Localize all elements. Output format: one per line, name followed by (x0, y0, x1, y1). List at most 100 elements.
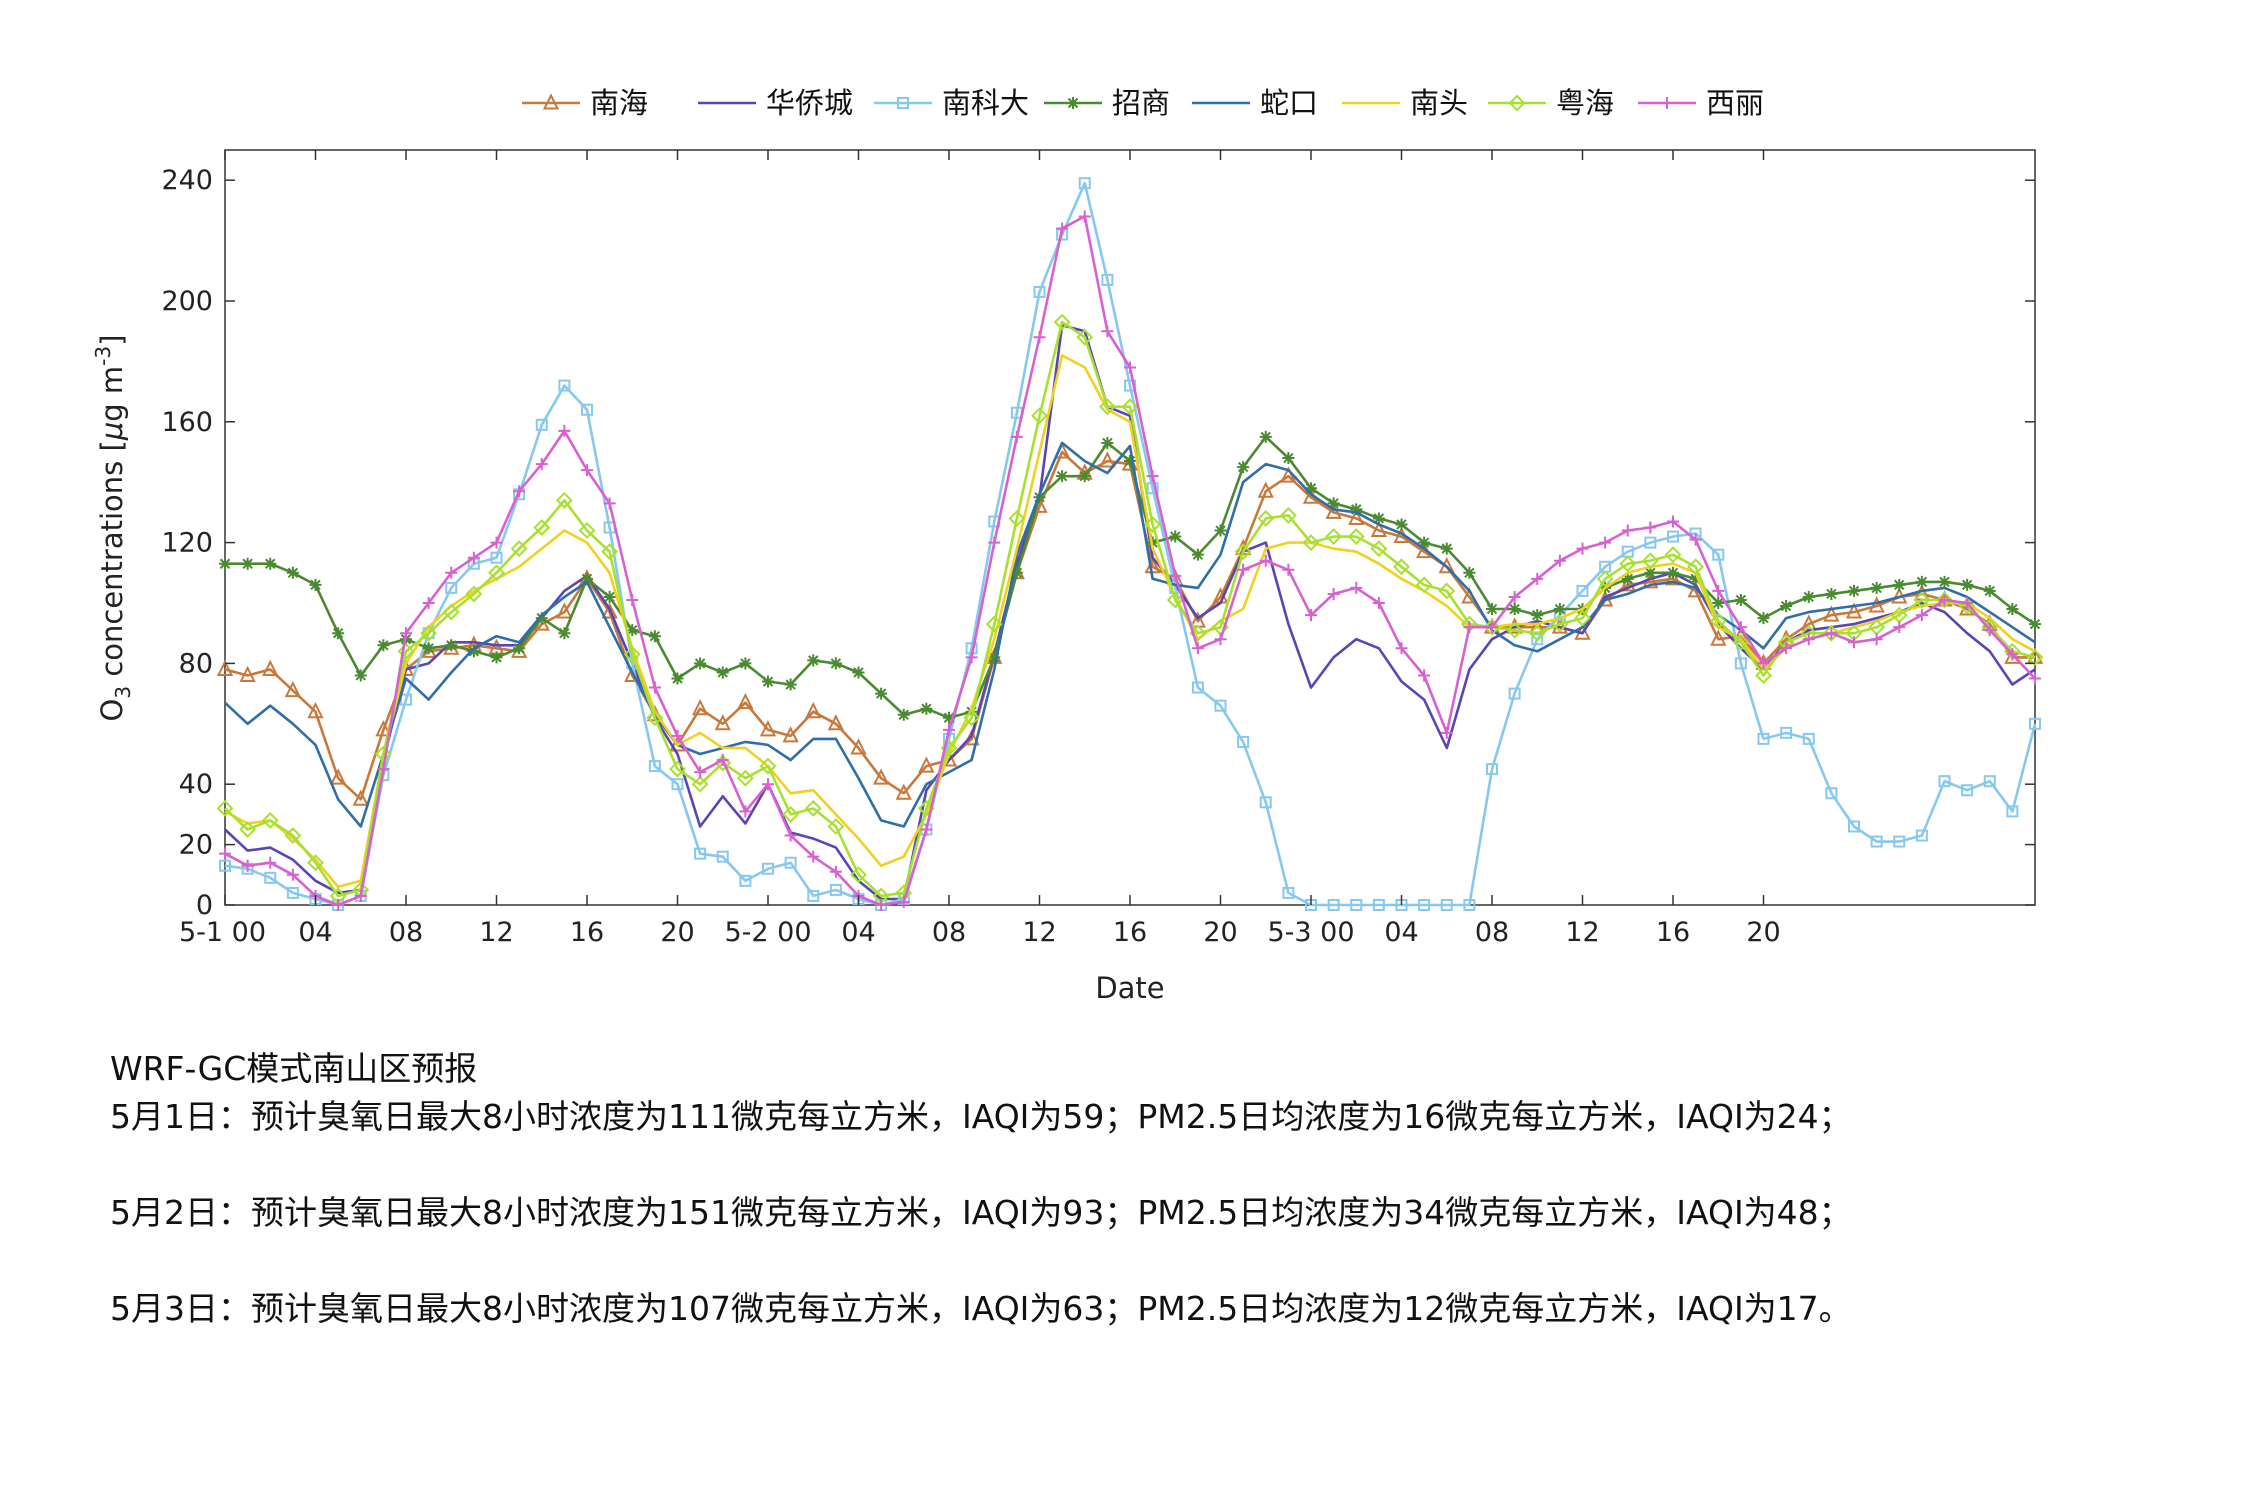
data-point (467, 645, 480, 658)
data-point (1802, 732, 1815, 745)
data-point (239, 665, 256, 682)
data-point (1712, 584, 1725, 597)
data-point (1913, 591, 1931, 609)
data-point (759, 720, 777, 737)
data-point (1687, 558, 1705, 576)
data-point (1915, 829, 1928, 842)
data-point (1734, 593, 1747, 606)
data-point (1689, 533, 1702, 546)
x-tick-label: 16 (1113, 917, 1147, 948)
x-tick-label: 20 (1746, 917, 1780, 948)
data-point (988, 651, 1001, 664)
data-point (354, 669, 367, 682)
data-point (1257, 510, 1275, 527)
data-point (1259, 796, 1272, 809)
data-point (1214, 524, 1227, 537)
data-point (1667, 515, 1679, 528)
data-point (804, 799, 822, 817)
forecast-title: WRF-GC模式南山区预报 (110, 1049, 478, 1088)
data-point (264, 871, 277, 884)
x-tick-label: 04 (841, 917, 875, 948)
data-point (692, 698, 709, 716)
data-point (261, 812, 279, 829)
data-point (805, 701, 822, 719)
data-point (1350, 581, 1363, 594)
data-point (1076, 328, 1094, 346)
data-point (1506, 621, 1524, 639)
y-tick-label: 200 (161, 286, 213, 317)
data-point (694, 766, 707, 779)
data-point (1191, 681, 1204, 694)
data-point (1983, 624, 1996, 637)
data-point (219, 859, 231, 872)
data-point (216, 799, 234, 817)
data-point (1191, 642, 1204, 655)
data-point (897, 97, 909, 109)
data-point (875, 687, 888, 700)
legend-label: 蛇口 (1260, 86, 1318, 120)
data-point (581, 464, 593, 477)
data-point (1486, 621, 1498, 634)
data-point (895, 783, 912, 800)
data-point (1237, 461, 1250, 474)
data-point (309, 578, 322, 591)
data-point (784, 829, 797, 842)
data-point (1214, 633, 1227, 646)
data-point (555, 491, 573, 509)
data-point (829, 865, 842, 878)
data-point (510, 540, 528, 558)
data-point (1305, 482, 1317, 495)
data-point (850, 866, 867, 884)
legend-item-蛇口: 蛇口 (1192, 86, 1318, 120)
data-point (1121, 398, 1139, 416)
data-point (671, 672, 684, 685)
y-tick-label: 40 (179, 769, 213, 800)
data-point (1257, 481, 1274, 498)
series-lines (216, 177, 2044, 911)
data-point (2029, 618, 2041, 631)
data-point (965, 651, 978, 664)
data-point (1893, 621, 1906, 634)
data-point (762, 862, 774, 875)
x-axis-title: Date (1095, 971, 1164, 1005)
data-point (985, 615, 1003, 633)
data-point (1664, 569, 1682, 586)
data-point (1757, 732, 1770, 745)
data-point (1463, 621, 1476, 634)
data-point (1531, 572, 1544, 585)
data-point (1983, 584, 1996, 597)
data-point (669, 760, 686, 778)
data-point (1689, 572, 1702, 585)
data-point (241, 859, 254, 872)
data-point (442, 603, 460, 621)
data-point (1596, 570, 1614, 588)
data-point (1621, 572, 1634, 585)
data-point (332, 627, 345, 640)
data-point (829, 657, 842, 670)
data-point (1282, 452, 1295, 465)
data-point (762, 778, 774, 791)
data-point (286, 886, 299, 899)
data-point (1370, 520, 1387, 538)
data-point (1101, 436, 1114, 449)
legend-label: 南科大 (942, 86, 1029, 120)
series-line (224, 441, 2036, 828)
data-point (1712, 548, 1725, 561)
data-point (1214, 699, 1227, 712)
data-point (535, 612, 548, 625)
data-point (829, 883, 842, 896)
data-point (1438, 582, 1456, 600)
data-point (1078, 177, 1091, 190)
data-point (1845, 602, 1863, 619)
y-tick-label: 20 (179, 830, 213, 861)
data-point (467, 551, 480, 564)
data-point (1166, 591, 1184, 609)
data-point (556, 602, 573, 619)
o3-line-chart: 南海 华侨城 南科大 招商 蛇口 南头 粤海 西丽 0 20 40 80 120 160 200 240 5-… (91, 86, 2044, 1005)
data-point (1848, 820, 1860, 833)
series-line (224, 320, 2036, 898)
x-tick-label: 20 (1203, 917, 1237, 948)
data-point (1393, 558, 1410, 576)
data-point (1664, 546, 1682, 564)
data-point (648, 760, 661, 773)
